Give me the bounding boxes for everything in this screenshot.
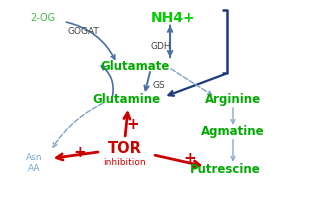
Text: +: + [73,145,86,160]
Text: Asn: Asn [26,153,43,162]
Text: +: + [183,151,196,166]
Text: inhibition: inhibition [104,158,146,167]
Text: Putrescine: Putrescine [190,163,260,176]
Text: NH4+: NH4+ [151,11,196,25]
Text: AA: AA [28,164,41,173]
Text: GDH: GDH [150,42,171,51]
Text: Glutamine: Glutamine [92,93,161,106]
Text: +: + [127,117,139,132]
Text: Glutamate: Glutamate [100,60,169,73]
Text: GOGAT: GOGAT [67,27,99,36]
Text: Agmatine: Agmatine [201,125,265,138]
Text: Arginine: Arginine [205,93,261,106]
Text: 2-OG: 2-OG [30,13,55,23]
Text: GS: GS [152,81,165,90]
Text: TOR: TOR [108,141,142,156]
